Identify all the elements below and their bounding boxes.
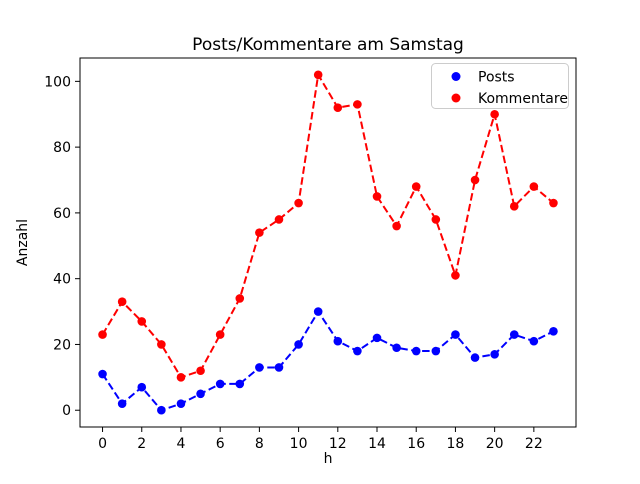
y-axis-label: Anzahl xyxy=(15,219,31,266)
data-point-posts xyxy=(176,399,186,408)
data-point-posts xyxy=(490,350,499,359)
data-point-posts xyxy=(392,343,401,353)
data-point-posts xyxy=(451,330,460,339)
data-point-kommentare xyxy=(255,228,264,237)
legend-label-posts: Posts xyxy=(478,70,515,86)
data-point-posts xyxy=(294,340,303,349)
y-tick-label: 80 xyxy=(53,140,71,156)
data-point-posts xyxy=(372,333,382,343)
data-point-kommentare xyxy=(392,221,401,231)
data-point-kommentare xyxy=(294,198,303,208)
data-point-posts xyxy=(235,379,245,389)
data-point-posts xyxy=(117,399,127,408)
data-point-kommentare xyxy=(431,215,441,224)
x-tick-label: 0 xyxy=(98,436,107,452)
data-point-kommentare xyxy=(313,70,323,80)
data-point-kommentare xyxy=(196,366,205,376)
y-tick-label: 40 xyxy=(53,272,71,288)
data-point-posts xyxy=(529,336,539,346)
y-tick-label: 0 xyxy=(62,403,71,419)
x-tick-label: 18 xyxy=(447,436,465,452)
data-point-kommentare xyxy=(235,294,245,303)
data-point-kommentare xyxy=(274,215,284,224)
x-tick-label: 12 xyxy=(329,436,347,452)
data-point-kommentare xyxy=(490,109,499,119)
x-tick-label: 2 xyxy=(137,436,146,452)
y-tick-label: 100 xyxy=(44,74,71,90)
data-point-kommentare xyxy=(411,182,421,191)
data-point-posts xyxy=(274,363,284,372)
legend-marker-posts xyxy=(451,72,461,81)
data-point-posts xyxy=(313,307,323,316)
x-tick-label: 22 xyxy=(525,436,543,452)
data-point-kommentare xyxy=(529,182,539,191)
data-point-kommentare xyxy=(215,330,225,339)
data-point-posts xyxy=(196,389,205,399)
legend-items: Posts Kommentare xyxy=(451,70,568,107)
plot-area xyxy=(79,57,577,428)
data-point-kommentare xyxy=(98,330,107,339)
data-point-kommentare xyxy=(353,100,362,109)
legend-box xyxy=(431,63,569,109)
data-point-posts xyxy=(470,353,480,362)
y-tick-label: 20 xyxy=(53,337,71,353)
y-axis: 0 20 40 60 80 100 xyxy=(44,74,80,419)
series-layer xyxy=(98,70,558,415)
x-axis: 0 2 4 6 8 10 12 14 16 18 20 22 xyxy=(98,427,543,452)
data-point-posts xyxy=(137,382,147,392)
x-axis-label: h xyxy=(324,451,333,467)
data-point-posts xyxy=(215,379,225,389)
data-point-kommentare xyxy=(451,271,460,280)
legend: Posts Kommentare xyxy=(431,63,569,109)
data-point-posts xyxy=(333,336,343,346)
data-point-kommentare xyxy=(137,317,147,326)
x-tick-label: 8 xyxy=(255,436,264,452)
data-point-kommentare xyxy=(372,192,382,201)
data-point-posts xyxy=(549,326,558,336)
x-tick-label: 14 xyxy=(368,436,386,452)
legend-label-kommentare: Kommentare xyxy=(478,91,568,107)
data-point-posts xyxy=(98,369,107,379)
legend-marker-kommentare xyxy=(451,93,461,103)
data-point-kommentare xyxy=(549,198,558,208)
data-point-posts xyxy=(353,346,362,356)
data-point-kommentare xyxy=(470,175,480,185)
data-point-posts xyxy=(157,405,166,415)
data-point-kommentare xyxy=(157,340,166,349)
data-point-posts xyxy=(411,346,421,356)
series-line-kommentare xyxy=(101,71,555,379)
x-tick-label: 4 xyxy=(177,436,186,452)
data-point-kommentare xyxy=(509,202,519,211)
data-point-posts xyxy=(509,330,519,339)
x-tick-label: 16 xyxy=(407,436,425,452)
chart-title: Posts/Kommentare am Samstag xyxy=(192,35,464,55)
data-point-posts xyxy=(255,363,264,372)
data-point-kommentare xyxy=(117,297,127,306)
x-tick-label: 20 xyxy=(486,436,504,452)
x-tick-label: 10 xyxy=(290,436,308,452)
x-tick-label: 6 xyxy=(216,436,225,452)
data-point-kommentare xyxy=(176,373,186,382)
y-tick-label: 60 xyxy=(53,206,71,222)
data-point-kommentare xyxy=(333,103,343,112)
data-point-posts xyxy=(431,346,441,356)
